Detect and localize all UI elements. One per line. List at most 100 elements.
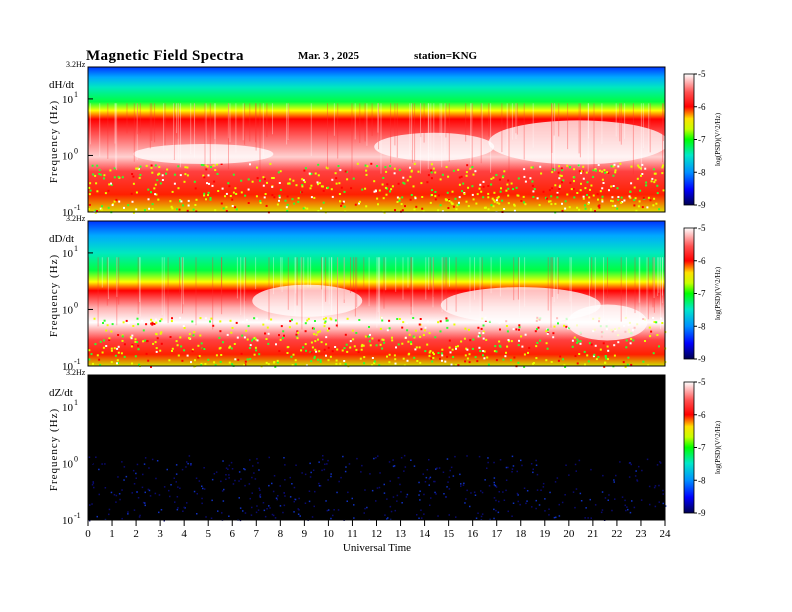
- streak: [295, 257, 297, 294]
- speckle: [173, 477, 175, 479]
- speckle: [629, 342, 632, 345]
- speckle: [151, 171, 154, 174]
- speckle: [426, 469, 429, 471]
- y-tick-label: 10: [62, 458, 74, 470]
- speckle: [127, 513, 129, 515]
- speckle: [507, 179, 510, 182]
- speckle: [197, 344, 200, 347]
- speckle: [628, 195, 631, 198]
- speckle: [170, 484, 172, 486]
- streak: [383, 257, 385, 309]
- streak: [214, 103, 216, 167]
- streak: [658, 257, 660, 293]
- speckle: [454, 455, 456, 458]
- speckle: [196, 493, 198, 495]
- speckle: [229, 319, 232, 322]
- speckle: [479, 350, 482, 352]
- speckle: [614, 204, 617, 207]
- streak: [553, 103, 555, 136]
- spectrogram-image: [88, 375, 665, 520]
- speckle: [286, 203, 289, 206]
- speckle: [365, 173, 368, 176]
- speckle: [457, 345, 459, 348]
- speckle: [511, 455, 514, 458]
- streak: [136, 103, 138, 161]
- speckle: [91, 484, 94, 486]
- speckle: [467, 186, 470, 189]
- speckle: [254, 346, 257, 349]
- speckle: [181, 359, 184, 362]
- speckle: [285, 206, 288, 209]
- speckle: [278, 334, 280, 337]
- speckle: [649, 199, 652, 202]
- speckle: [235, 192, 238, 195]
- speckle: [184, 166, 187, 169]
- speckle: [150, 365, 152, 368]
- speckle: [564, 494, 566, 496]
- speckle: [241, 321, 244, 324]
- speckle: [655, 202, 658, 205]
- speckle: [487, 461, 489, 464]
- speckle: [191, 348, 194, 351]
- speckle: [393, 465, 396, 467]
- speckle: [351, 497, 353, 500]
- colorbar-label: log(PSD)(V^2/Hz): [714, 420, 722, 474]
- speckle: [434, 198, 437, 201]
- speckle: [546, 332, 549, 335]
- speckle: [418, 517, 420, 519]
- streak: [321, 257, 323, 290]
- speckle: [408, 333, 411, 336]
- speckle: [163, 486, 166, 488]
- speckle: [559, 355, 562, 358]
- y-tick-label: 10: [62, 304, 74, 316]
- speckle: [567, 327, 570, 330]
- speckle: [375, 500, 377, 502]
- speckle: [111, 323, 114, 326]
- speckle: [330, 318, 333, 321]
- speckle: [186, 461, 188, 463]
- speckle: [179, 199, 182, 202]
- speckle: [360, 345, 363, 348]
- speckle: [107, 189, 110, 192]
- speckle: [96, 354, 99, 357]
- speckle: [214, 169, 217, 171]
- x-tick-label: 12: [371, 528, 382, 540]
- speckle: [499, 328, 501, 331]
- speckle: [147, 188, 150, 191]
- streak: [242, 103, 244, 141]
- speckle: [313, 196, 316, 199]
- speckle: [594, 168, 597, 171]
- speckle: [524, 203, 527, 206]
- streak: [390, 103, 392, 164]
- speckle: [450, 466, 453, 469]
- speckle: [302, 179, 305, 182]
- speckle: [425, 476, 428, 479]
- speckle: [652, 168, 655, 171]
- speckle: [397, 182, 400, 185]
- streak: [385, 257, 387, 291]
- speckle: [468, 328, 470, 331]
- speckle: [478, 346, 481, 349]
- speckle: [376, 165, 378, 167]
- speckle: [156, 179, 159, 182]
- streak: [137, 103, 138, 135]
- speckle: [518, 328, 520, 331]
- speckle: [520, 459, 522, 462]
- streak: [212, 257, 214, 330]
- speckle: [386, 498, 388, 500]
- speckle: [228, 474, 230, 476]
- speckle: [159, 320, 162, 323]
- speckle: [370, 162, 373, 165]
- streak: [594, 257, 596, 313]
- speckle: [391, 339, 394, 342]
- speckle: [438, 467, 441, 469]
- streak: [177, 103, 179, 160]
- speckle: [136, 491, 138, 493]
- speckle: [132, 325, 135, 327]
- speckle: [403, 454, 406, 457]
- speckle: [301, 184, 304, 186]
- streak: [445, 103, 447, 138]
- streak: [420, 103, 422, 138]
- speckle: [209, 197, 212, 199]
- speckle: [441, 359, 443, 362]
